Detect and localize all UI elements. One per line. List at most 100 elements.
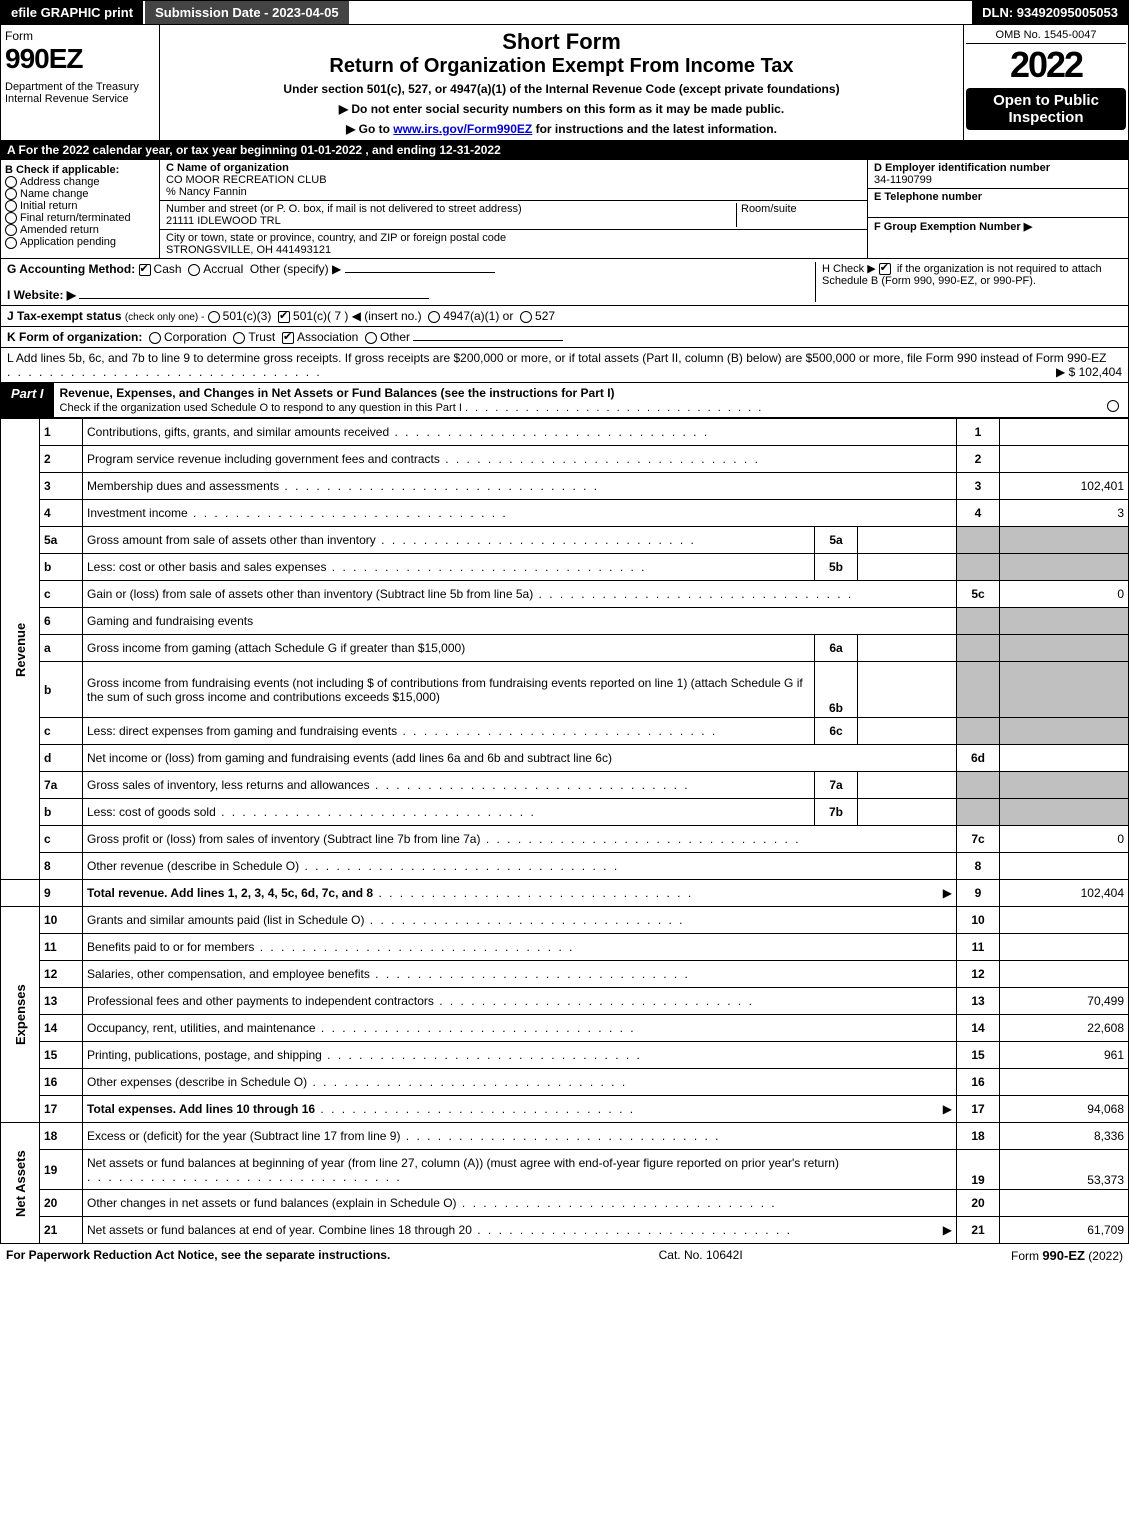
ln-amount: 3: [1000, 500, 1129, 527]
ln-num: 18: [40, 1123, 83, 1150]
checkbox-schedule-o[interactable]: [1107, 400, 1119, 412]
line-6a: a Gross income from gaming (attach Sched…: [1, 635, 1129, 662]
line-6d: d Net income or (loss) from gaming and f…: [1, 745, 1129, 772]
checkbox-501c[interactable]: [278, 311, 290, 323]
checkbox-trust[interactable]: [233, 332, 245, 344]
top-bar: efile GRAPHIC print Submission Date - 20…: [0, 0, 1129, 25]
efile-print-button[interactable]: efile GRAPHIC print: [1, 1, 145, 24]
checkbox-amended-return[interactable]: [5, 224, 17, 236]
ln-num: 16: [40, 1069, 83, 1096]
website-input[interactable]: [79, 298, 429, 299]
ln-num: 17: [40, 1096, 83, 1123]
ln-desc: Total revenue. Add lines 1, 2, 3, 4, 5c,…: [83, 880, 957, 907]
revenue-side-label: Revenue: [1, 419, 40, 880]
checkbox-cash[interactable]: [139, 264, 151, 276]
mid-rows: G Accounting Method: Cash Accrual Other …: [0, 259, 1129, 383]
b-item-amended: Amended return: [5, 224, 155, 236]
checkbox-address-change[interactable]: [5, 176, 17, 188]
city-label: City or town, state or province, country…: [166, 232, 861, 244]
irs-link[interactable]: www.irs.gov/Form990EZ: [393, 122, 532, 136]
subbox-label: 7b: [815, 799, 858, 826]
arrow-icon: ▶: [943, 1102, 952, 1116]
ln-amount-grey: [1000, 608, 1129, 635]
checkbox-other[interactable]: [365, 332, 377, 344]
line-6b: b Gross income from fundraising events (…: [1, 662, 1129, 718]
checkbox-corp[interactable]: [149, 332, 161, 344]
dln-label: DLN: 93492095005053: [972, 1, 1128, 24]
b-item-pending: Application pending: [5, 236, 155, 248]
part1-sub-text: Check if the organization used Schedule …: [60, 402, 462, 414]
j-label: J Tax-exempt status: [7, 309, 122, 323]
footer-cat: Cat. No. 10642I: [659, 1248, 743, 1263]
line-14: 14 Occupancy, rent, utilities, and maint…: [1, 1015, 1129, 1042]
line-17: 17 Total expenses. Add lines 10 through …: [1, 1096, 1129, 1123]
line-9: 9 Total revenue. Add lines 1, 2, 3, 4, 5…: [1, 880, 1129, 907]
section-j: J Tax-exempt status (check only one) - 5…: [0, 306, 1129, 327]
ln-num: 12: [40, 961, 83, 988]
checkbox-initial-return[interactable]: [5, 200, 17, 212]
ln-amount: 61,709: [1000, 1217, 1129, 1244]
c-label: C Name of organization: [166, 162, 861, 174]
ln-amount-grey: [1000, 527, 1129, 554]
line-13: 13 Professional fees and other payments …: [1, 988, 1129, 1015]
ln-num: 2: [40, 446, 83, 473]
ln-desc: Excess or (deficit) for the year (Subtra…: [83, 1123, 957, 1150]
checkbox-name-change[interactable]: [5, 188, 17, 200]
checkbox-h[interactable]: [879, 263, 891, 275]
ln-num: 5a: [40, 527, 83, 554]
info-row: B Check if applicable: Address change Na…: [0, 160, 1129, 259]
ln-ref: 19: [957, 1150, 1000, 1190]
ln-desc: Contributions, gifts, grants, and simila…: [83, 419, 957, 446]
line-3: 3 Membership dues and assessments 3 102,…: [1, 473, 1129, 500]
ln-desc: Program service revenue including govern…: [83, 446, 957, 473]
ln-ref: 18: [957, 1123, 1000, 1150]
ln-amount: [1000, 745, 1129, 772]
line-10: Expenses 10 Grants and similar amounts p…: [1, 907, 1129, 934]
ln-amount: [1000, 853, 1129, 880]
netassets-side-label: Net Assets: [1, 1123, 40, 1244]
ln-amount: [1000, 1190, 1129, 1217]
ln-desc: Gross profit or (loss) from sales of inv…: [83, 826, 957, 853]
ln-num: b: [40, 554, 83, 581]
footer-right-pre: Form: [1011, 1249, 1042, 1263]
j-o4: 527: [535, 309, 555, 323]
section-g: G Accounting Method: Cash Accrual Other …: [7, 262, 815, 302]
checkbox-accrual[interactable]: [188, 264, 200, 276]
ln-amount-grey: [1000, 662, 1129, 718]
checkbox-4947[interactable]: [428, 311, 440, 323]
k-assoc: Association: [297, 330, 358, 344]
line-21: 21 Net assets or fund balances at end of…: [1, 1217, 1129, 1244]
j-o3: 4947(a)(1) or: [443, 309, 513, 323]
footer-right-post: (2022): [1085, 1249, 1123, 1263]
section-k: K Form of organization: Corporation Trus…: [0, 327, 1129, 348]
part1-header: Part I Revenue, Expenses, and Changes in…: [0, 383, 1129, 418]
section-h: H Check ▶ if the organization is not req…: [815, 262, 1122, 302]
ln-ref: 7c: [957, 826, 1000, 853]
omb-number: OMB No. 1545-0047: [966, 27, 1126, 44]
ln-num: 21: [40, 1217, 83, 1244]
k-label: K Form of organization:: [7, 330, 142, 344]
line-5c: c Gain or (loss) from sale of assets oth…: [1, 581, 1129, 608]
j-sub: (check only one) -: [125, 312, 204, 323]
ln-ref: 1: [957, 419, 1000, 446]
header-left: Form 990EZ Department of the Treasury In…: [1, 25, 160, 140]
checkbox-final-return[interactable]: [5, 212, 17, 224]
g-label: G Accounting Method:: [7, 262, 135, 276]
ln-amount: 8,336: [1000, 1123, 1129, 1150]
ln-desc: Other expenses (describe in Schedule O): [83, 1069, 957, 1096]
ln-amount: 22,608: [1000, 1015, 1129, 1042]
ln-desc: Net assets or fund balances at beginning…: [83, 1150, 957, 1190]
ln-num: 11: [40, 934, 83, 961]
goto-post: for instructions and the latest informat…: [532, 122, 777, 136]
subbox-value: [858, 662, 957, 718]
checkbox-assoc[interactable]: [282, 332, 294, 344]
checkbox-527[interactable]: [520, 311, 532, 323]
checkbox-application-pending[interactable]: [5, 237, 17, 249]
ln-desc: Professional fees and other payments to …: [83, 988, 957, 1015]
form-word: Form: [5, 29, 155, 43]
ln-num: 6: [40, 608, 83, 635]
goto-link-line: ▶ Go to www.irs.gov/Form990EZ for instru…: [164, 122, 959, 136]
ln-amount: [1000, 961, 1129, 988]
checkbox-501c3[interactable]: [208, 311, 220, 323]
ln-num: c: [40, 718, 83, 745]
